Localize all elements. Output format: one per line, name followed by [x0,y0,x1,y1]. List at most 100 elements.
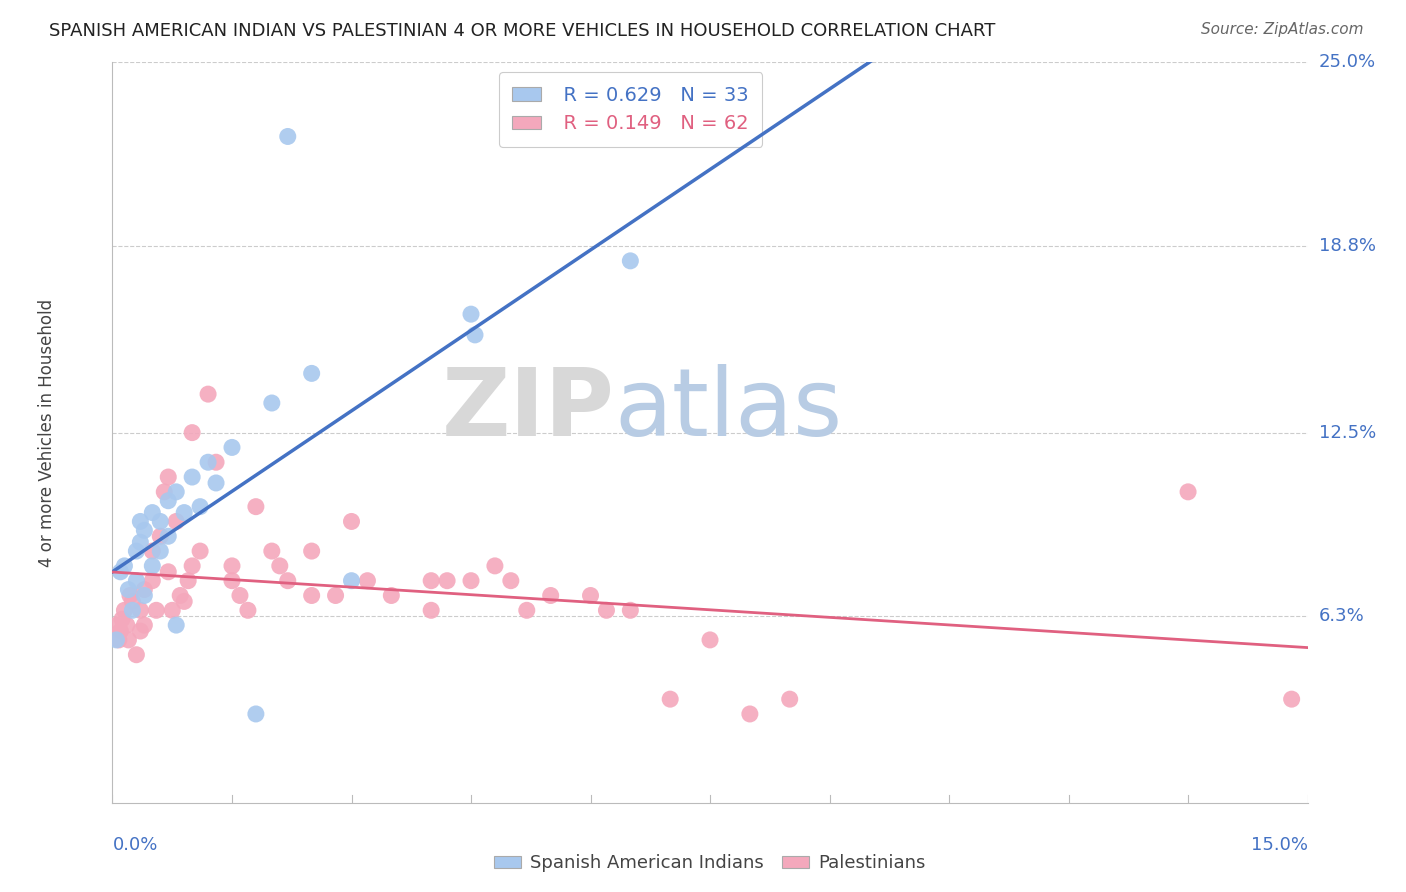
Point [117,632,139,647]
Point [245,500,267,514]
Point [125,648,148,662]
Point [121,603,143,617]
Text: 6.3%: 6.3% [1319,607,1364,625]
Point [325,589,347,603]
Text: 12.5%: 12.5% [1319,424,1376,442]
Text: 15.0%: 15.0% [1250,836,1308,855]
Point [105,632,128,647]
Point [108,632,131,647]
Point [134,582,156,597]
Point [121,594,143,608]
Point [157,565,180,579]
Point [157,493,180,508]
Point [595,603,617,617]
Point [269,558,291,573]
Point [516,603,538,617]
Point [129,535,152,549]
Point [134,618,156,632]
Point [197,387,219,401]
Point [125,574,148,588]
Point [141,506,163,520]
Point [420,603,443,617]
Point [157,470,180,484]
Point [1281,692,1303,706]
Point [149,544,172,558]
Point [105,618,128,632]
Point [188,544,211,558]
Point [260,544,283,558]
Point [114,603,135,617]
Point [141,558,163,573]
Point [165,618,187,632]
Point [134,589,156,603]
Point [173,594,195,608]
Point [149,515,172,529]
Point [153,484,176,499]
Point [129,603,152,617]
Point [221,574,243,588]
Point [169,589,191,603]
Text: 0.0%: 0.0% [112,836,157,855]
Point [260,396,283,410]
Point [110,624,132,638]
Text: ZIP: ZIP [441,365,614,457]
Point [236,603,259,617]
Point [540,589,562,603]
Point [118,589,141,603]
Point [111,612,134,626]
Point [117,582,139,597]
Point [229,589,252,603]
Point [134,524,156,538]
Text: 25.0%: 25.0% [1319,54,1376,71]
Point [436,574,458,588]
Point [277,574,299,588]
Point [460,307,482,321]
Point [464,327,486,342]
Point [205,475,228,490]
Point [301,589,323,603]
Point [1177,484,1199,499]
Point [659,692,682,706]
Point [340,574,363,588]
Point [579,589,602,603]
Point [380,589,402,603]
Point [779,692,801,706]
Point [619,603,641,617]
Point [129,624,152,638]
Point [165,515,187,529]
Point [197,455,219,469]
Point [699,632,721,647]
Point [165,484,187,499]
Text: SPANISH AMERICAN INDIAN VS PALESTINIAN 4 OR MORE VEHICLES IN HOUSEHOLD CORRELATI: SPANISH AMERICAN INDIAN VS PALESTINIAN 4… [49,22,995,40]
Point [114,558,135,573]
Point [205,455,228,469]
Point [221,558,243,573]
Point [173,506,195,520]
Text: 4 or more Vehicles in Household: 4 or more Vehicles in Household [38,299,56,566]
Point [149,529,172,543]
Text: Source: ZipAtlas.com: Source: ZipAtlas.com [1201,22,1364,37]
Point [738,706,761,721]
Text: 18.8%: 18.8% [1319,237,1375,255]
Point [181,425,204,440]
Point [277,129,299,144]
Point [125,544,148,558]
Point [188,500,211,514]
Point [145,603,167,617]
Point [141,574,163,588]
Point [420,574,443,588]
Point [115,618,138,632]
Point [245,706,267,721]
Point [619,253,641,268]
Point [356,574,378,588]
Point [484,558,506,573]
Point [141,544,163,558]
Point [162,603,183,617]
Point [181,558,204,573]
Point [499,574,522,588]
Point [301,544,323,558]
Point [181,470,204,484]
Point [129,515,152,529]
Point [301,367,323,381]
Point [157,529,180,543]
